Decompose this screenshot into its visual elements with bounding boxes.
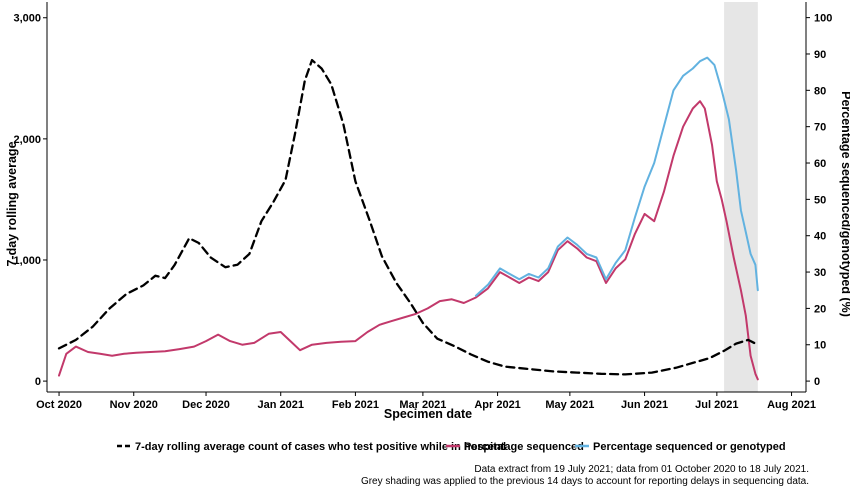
series-hospital-cases-line	[57, 58, 759, 376]
x-tick-label: Dec 2020	[182, 399, 230, 411]
legend-label-percentage-sequenced-genotyped: Percentage sequenced or genotyped	[593, 441, 786, 453]
x-tick-label: Feb 2021	[332, 399, 379, 411]
y-left-tick-label: 3,000	[13, 13, 41, 25]
y-right-tick-label: 90	[814, 49, 826, 61]
series-layer	[57, 56, 759, 381]
y-right-tick-label: 40	[814, 231, 826, 243]
x-tick-label: Nov 2020	[110, 399, 158, 411]
y-right-tick-label: 70	[814, 122, 826, 134]
y-left-tick-label: 2,000	[13, 134, 41, 146]
y-left-tick-label: 0	[35, 376, 41, 388]
y-right-tick-label: 60	[814, 158, 826, 170]
x-axis-title: Specimen date	[384, 407, 472, 421]
y-left-tick-label: 1,000	[13, 255, 41, 267]
y-right-tick-label: 50	[814, 194, 826, 206]
data-note-line-1: Data extract from 19 July 2021; data fro…	[474, 464, 809, 475]
y-axis-left-title: 7-day rolling average	[5, 141, 19, 266]
y-right-tick-label: 100	[814, 13, 832, 25]
x-tick-label: Apr 2021	[474, 399, 520, 411]
x-tick-label: Aug 2021	[767, 399, 816, 411]
x-tick-label: Jul 2021	[695, 399, 738, 411]
x-tick-label: Mar 2021	[399, 399, 446, 411]
y-right-tick-label: 10	[814, 340, 826, 352]
x-tick-label: May 2021	[545, 399, 594, 411]
series-percentage-sequenced-genotyped-line	[474, 56, 759, 297]
legend-label-percentage-sequenced: Percentage sequenced	[464, 441, 584, 453]
legend-label-hospital-cases: 7-day rolling average count of cases who…	[135, 441, 506, 453]
legend: 7-day rolling average count of cases who…	[117, 441, 786, 453]
x-tick-label: Jan 2021	[257, 399, 303, 411]
y-right-tick-label: 80	[814, 85, 826, 97]
y-right-tick-label: 0	[814, 376, 820, 388]
data-note-line-2: Grey shading was applied to the previous…	[361, 476, 809, 487]
y-axis-right-title: Percentage sequenced/genotyped (%)	[839, 91, 850, 317]
x-tick-label: Jun 2021	[621, 399, 668, 411]
x-tick-label: Oct 2020	[36, 399, 82, 411]
y-right-tick-label: 20	[814, 303, 826, 315]
series-percentage-sequenced-line	[58, 100, 759, 381]
shaded-region-layer	[724, 2, 758, 392]
axes: Oct 2020 Nov 2020 Dec 2020 Jan 2021 Feb 2021…	[13, 2, 832, 411]
y-right-tick-label: 30	[814, 267, 826, 279]
reporting-delay-shading	[724, 2, 758, 392]
